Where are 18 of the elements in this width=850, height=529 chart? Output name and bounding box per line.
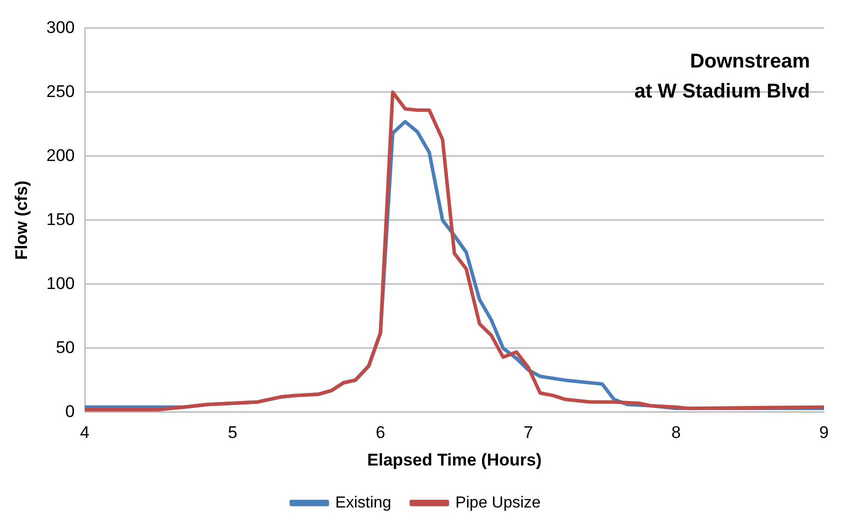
- y-tick-label: 150: [46, 210, 75, 229]
- y-tick-label: 200: [46, 146, 75, 165]
- annotation: Downstream at W Stadium Blvd: [634, 50, 810, 103]
- x-tick-label: 7: [524, 423, 534, 442]
- y-tick-label: 250: [46, 82, 75, 101]
- legend-label: Pipe Upsize: [455, 494, 541, 512]
- y-axis-title: Flow (cfs): [12, 180, 31, 260]
- x-axis-title: Elapsed Time (Hours): [367, 450, 542, 470]
- y-tick-label: 300: [46, 18, 75, 37]
- y-tick-label: 100: [46, 274, 75, 293]
- y-tick-label: 0: [65, 402, 75, 421]
- x-tick-label: 6: [376, 423, 386, 442]
- x-tick-label: 4: [80, 423, 90, 442]
- y-tick-label: 50: [56, 338, 75, 357]
- legend-label: Existing: [335, 494, 392, 512]
- x-tick-label: 5: [228, 423, 238, 442]
- x-tick-label: 8: [671, 423, 681, 442]
- x-tick-label: 9: [819, 423, 829, 442]
